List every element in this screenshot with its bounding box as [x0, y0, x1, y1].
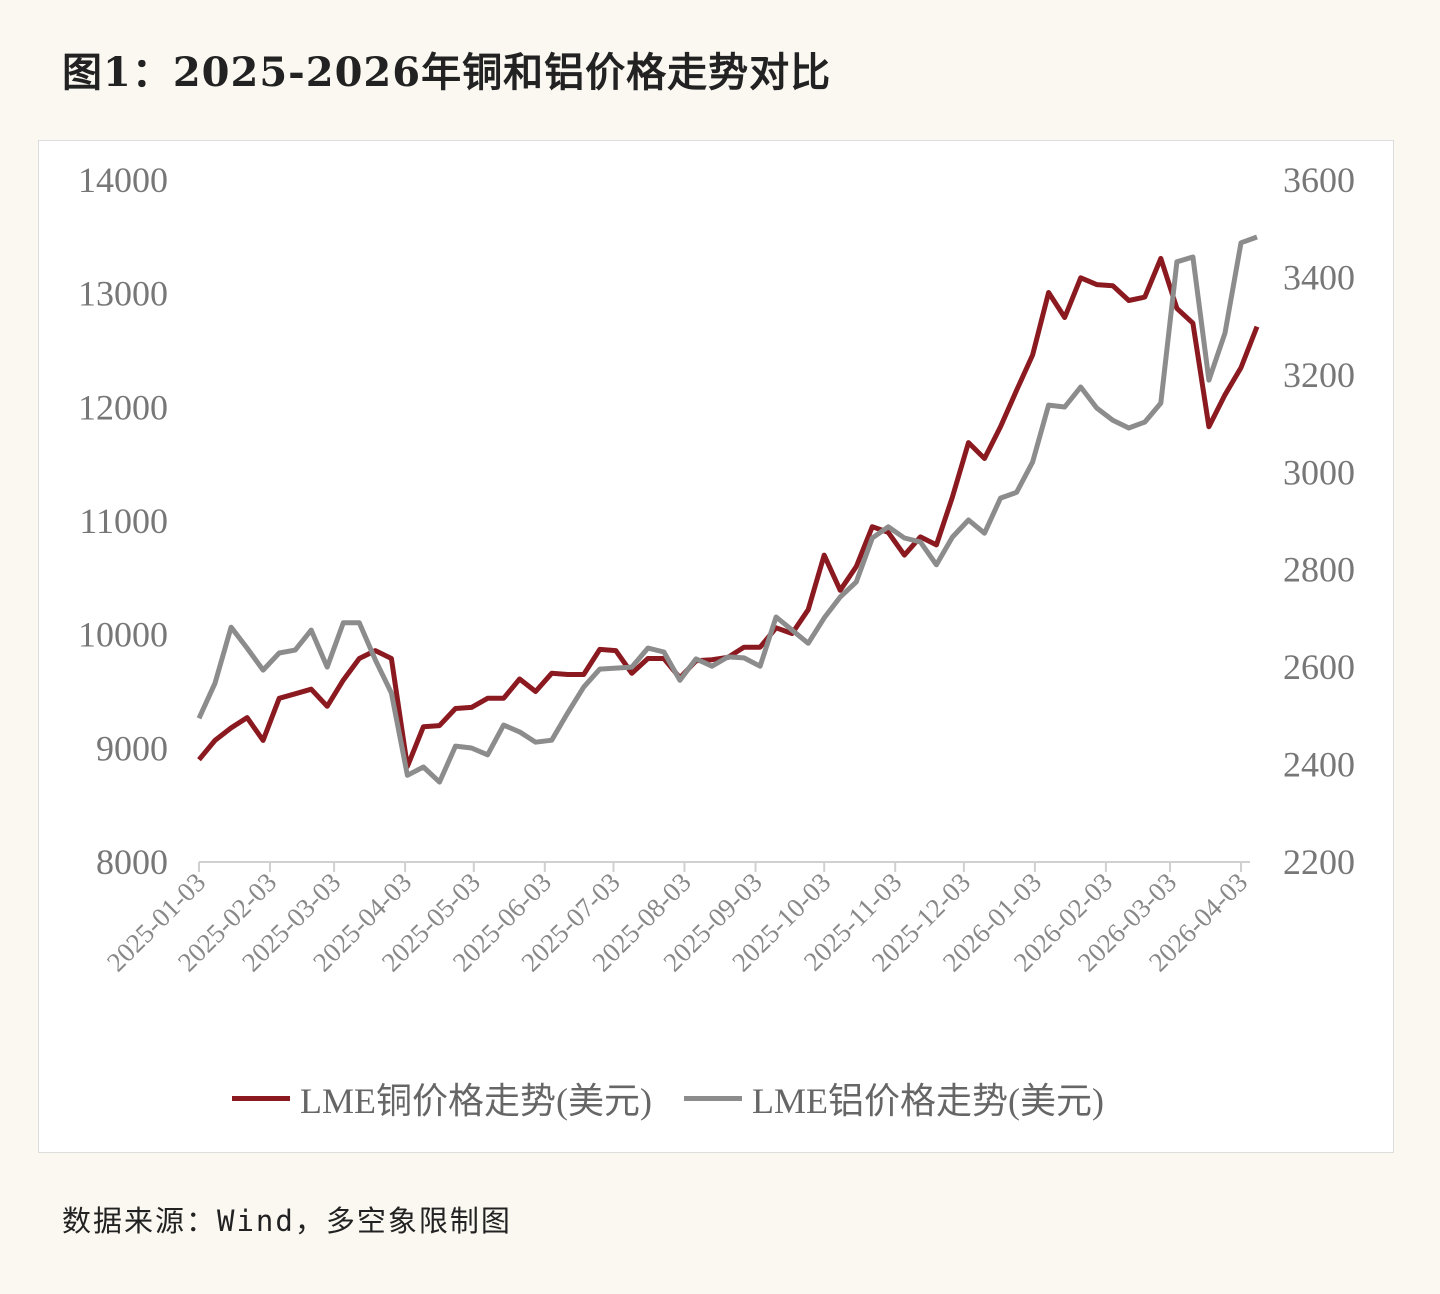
y-left-tick-label: 8000	[96, 842, 168, 882]
legend-item-aluminum: LME铝价格走势(美元)	[683, 1072, 1104, 1124]
legend: LME铜价格走势(美元) LME铝价格走势(美元)	[232, 1072, 1136, 1124]
y-left-tick-label: 13000	[78, 274, 168, 314]
source-note: 数据来源：Wind，多空象限制图	[62, 1204, 512, 1238]
y-right-tick-label: 3600	[1283, 160, 1355, 200]
y-left-tick-label: 10000	[78, 615, 168, 655]
y-left-tick-label: 11000	[79, 501, 168, 541]
chart-frame	[38, 140, 1394, 1153]
y-left-tick-label: 14000	[78, 160, 168, 200]
legend-swatch-copper	[232, 1095, 290, 1101]
y-right-tick-label: 2400	[1283, 745, 1355, 785]
figure-title: 图1：2025-2026年铜和铝价格走势对比	[62, 49, 832, 96]
y-right-tick-label: 2600	[1283, 647, 1355, 687]
y-right-tick-label: 2800	[1283, 550, 1355, 590]
y-right-tick-label: 2200	[1283, 842, 1355, 882]
legend-label-copper: LME铜价格走势(美元)	[300, 1081, 652, 1121]
legend-swatch-aluminum	[683, 1095, 742, 1101]
y-left-tick-label: 9000	[96, 728, 168, 768]
y-right-tick-label: 3400	[1283, 257, 1355, 297]
legend-item-copper: LME铜价格走势(美元)	[232, 1072, 652, 1124]
legend-label-aluminum: LME铝价格走势(美元)	[751, 1081, 1104, 1121]
copper-price-line	[197, 255, 1260, 769]
y-left-tick-label: 12000	[78, 387, 168, 427]
aluminum-price-line	[196, 234, 1258, 785]
y-right-tick-label: 3000	[1283, 452, 1355, 492]
y-right-tick-label: 3200	[1283, 355, 1355, 395]
